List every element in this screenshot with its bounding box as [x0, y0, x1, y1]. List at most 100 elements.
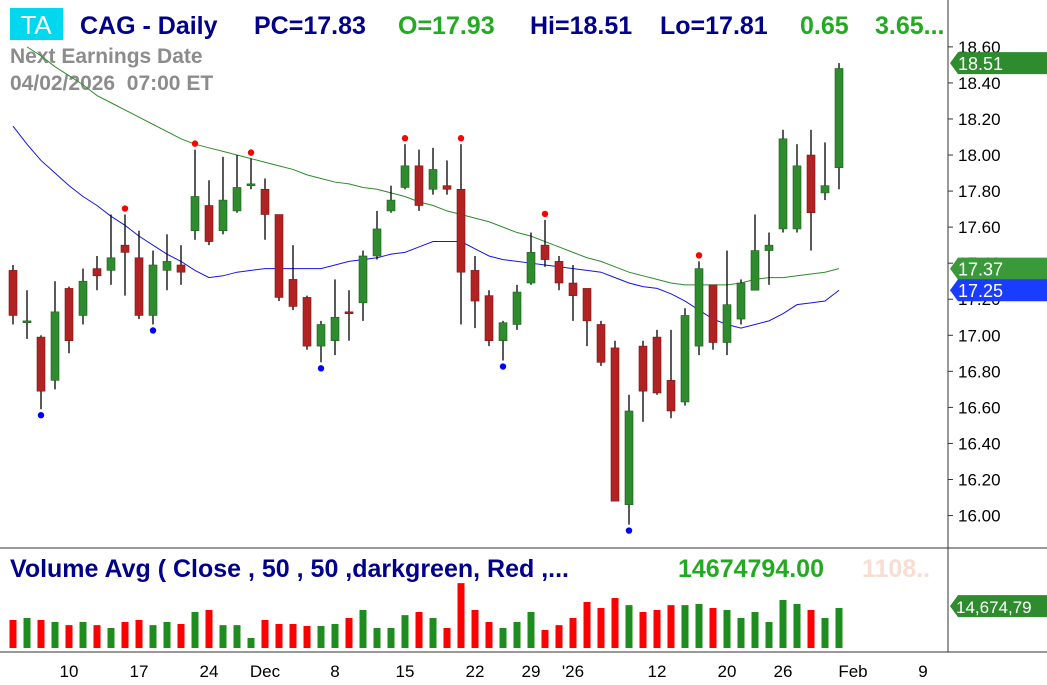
- y-tick-label: 17.00: [958, 326, 1001, 345]
- candle-body: [386, 199, 396, 212]
- candle-body: [162, 261, 172, 271]
- candle-body: [554, 261, 564, 284]
- swing-low-dot: [317, 365, 325, 372]
- y-tick-label: 16.60: [958, 398, 1001, 417]
- candle-body: [666, 380, 676, 412]
- volume-bar: [583, 602, 591, 648]
- y-tick-label: 16.40: [958, 434, 1001, 453]
- candle-body: [512, 291, 522, 325]
- swing-high-dot: [401, 135, 409, 142]
- volume-bar: [149, 625, 157, 648]
- x-tick-label: 17: [130, 662, 149, 681]
- x-tick-label: 12: [648, 662, 667, 681]
- swing-high-dot: [695, 252, 703, 259]
- candle-body: [750, 250, 760, 291]
- volume-bar: [317, 626, 325, 648]
- candle-body: [330, 316, 340, 341]
- volume-bar: [345, 618, 353, 648]
- candle-body: [540, 244, 550, 260]
- price-tag: [950, 279, 1047, 302]
- x-tick-label: Feb: [838, 662, 867, 681]
- volume-bar: [709, 608, 717, 648]
- volume-bar: [751, 612, 759, 648]
- candle-body: [806, 154, 816, 214]
- candle-body: [596, 324, 606, 363]
- candle-body: [792, 165, 802, 230]
- volume-bar: [219, 625, 227, 648]
- candle-body: [456, 188, 466, 273]
- candle-body: [204, 205, 214, 242]
- candle-body: [778, 138, 788, 230]
- badge-text[interactable]: TA: [20, 10, 52, 40]
- x-tick-label: '26: [562, 662, 584, 681]
- header-stat: Lo=17.81: [660, 12, 768, 40]
- volume-bar: [401, 615, 409, 648]
- volume-bar: [429, 618, 437, 648]
- chart-title: CAG - Daily: [80, 12, 218, 40]
- volume-bar: [177, 624, 185, 648]
- header-stat: 3.65...: [875, 12, 945, 40]
- volume-bar: [23, 618, 31, 648]
- volume-bar: [415, 612, 423, 648]
- candle-body: [582, 288, 592, 322]
- candle-body: [64, 288, 74, 341]
- candle-body: [694, 268, 704, 347]
- volume-bar: [135, 620, 143, 648]
- candle-body: [8, 270, 18, 316]
- volume-bar: [499, 628, 507, 648]
- candle-body: [400, 165, 410, 188]
- swing-low-dot: [625, 527, 633, 534]
- candle-body: [638, 345, 648, 392]
- volume-bar: [457, 583, 465, 648]
- volume-bar: [835, 608, 843, 648]
- volume-bar: [443, 628, 451, 648]
- indicator-value-faded: 1108..: [862, 555, 930, 583]
- candle-body: [36, 336, 46, 392]
- volume-bar: [275, 624, 283, 648]
- candle-body: [92, 268, 102, 277]
- y-tick-label: 17.80: [958, 182, 1001, 201]
- x-tick-label: 15: [396, 662, 415, 681]
- y-tick-label: 18.20: [958, 110, 1001, 129]
- volume-bar: [527, 612, 535, 648]
- volume-bar: [653, 610, 661, 648]
- volume-bar: [79, 622, 87, 648]
- swing-high-dot: [121, 205, 129, 212]
- x-tick-label: 9: [918, 662, 927, 681]
- price-tag-label: 17.37: [958, 260, 1003, 280]
- candle-body: [484, 295, 494, 341]
- candle-body: [568, 282, 578, 296]
- swing-high-dot: [191, 140, 199, 147]
- volume-bar: [387, 628, 395, 648]
- header-stat: PC=17.83: [254, 12, 366, 40]
- candle-body: [708, 284, 718, 343]
- candle-body: [442, 185, 452, 190]
- swing-low-dot: [149, 327, 157, 334]
- x-tick-label: 29: [522, 662, 541, 681]
- candle-body: [190, 196, 200, 232]
- candle-body: [106, 257, 116, 271]
- candle-body: [302, 297, 312, 347]
- badge[interactable]: [10, 8, 63, 40]
- annotation: Next Earnings Date: [10, 45, 203, 68]
- y-tick-label: 18.00: [958, 146, 1001, 165]
- candle-body: [232, 187, 242, 212]
- volume-tag-label: 14,674,79: [956, 598, 1032, 617]
- volume-bar: [485, 622, 493, 648]
- volume-bar: [555, 625, 563, 648]
- volume-bar: [107, 628, 115, 648]
- volume-bar: [233, 625, 241, 648]
- swing-low-dot: [499, 363, 507, 370]
- candle-body: [820, 185, 830, 194]
- volume-bar: [639, 612, 647, 648]
- indicator-title: Volume Avg ( Close , 50 , 50 ,darkgreen,…: [10, 555, 569, 583]
- candle-body: [246, 183, 256, 186]
- volume-bar: [331, 624, 339, 648]
- header-stat: Hi=18.51: [530, 12, 632, 40]
- volume-bar: [93, 625, 101, 648]
- volume-tag: [950, 595, 1047, 618]
- candle-body: [274, 214, 284, 298]
- indicator-value: 14674794.00: [678, 555, 824, 583]
- candle-body: [470, 270, 480, 302]
